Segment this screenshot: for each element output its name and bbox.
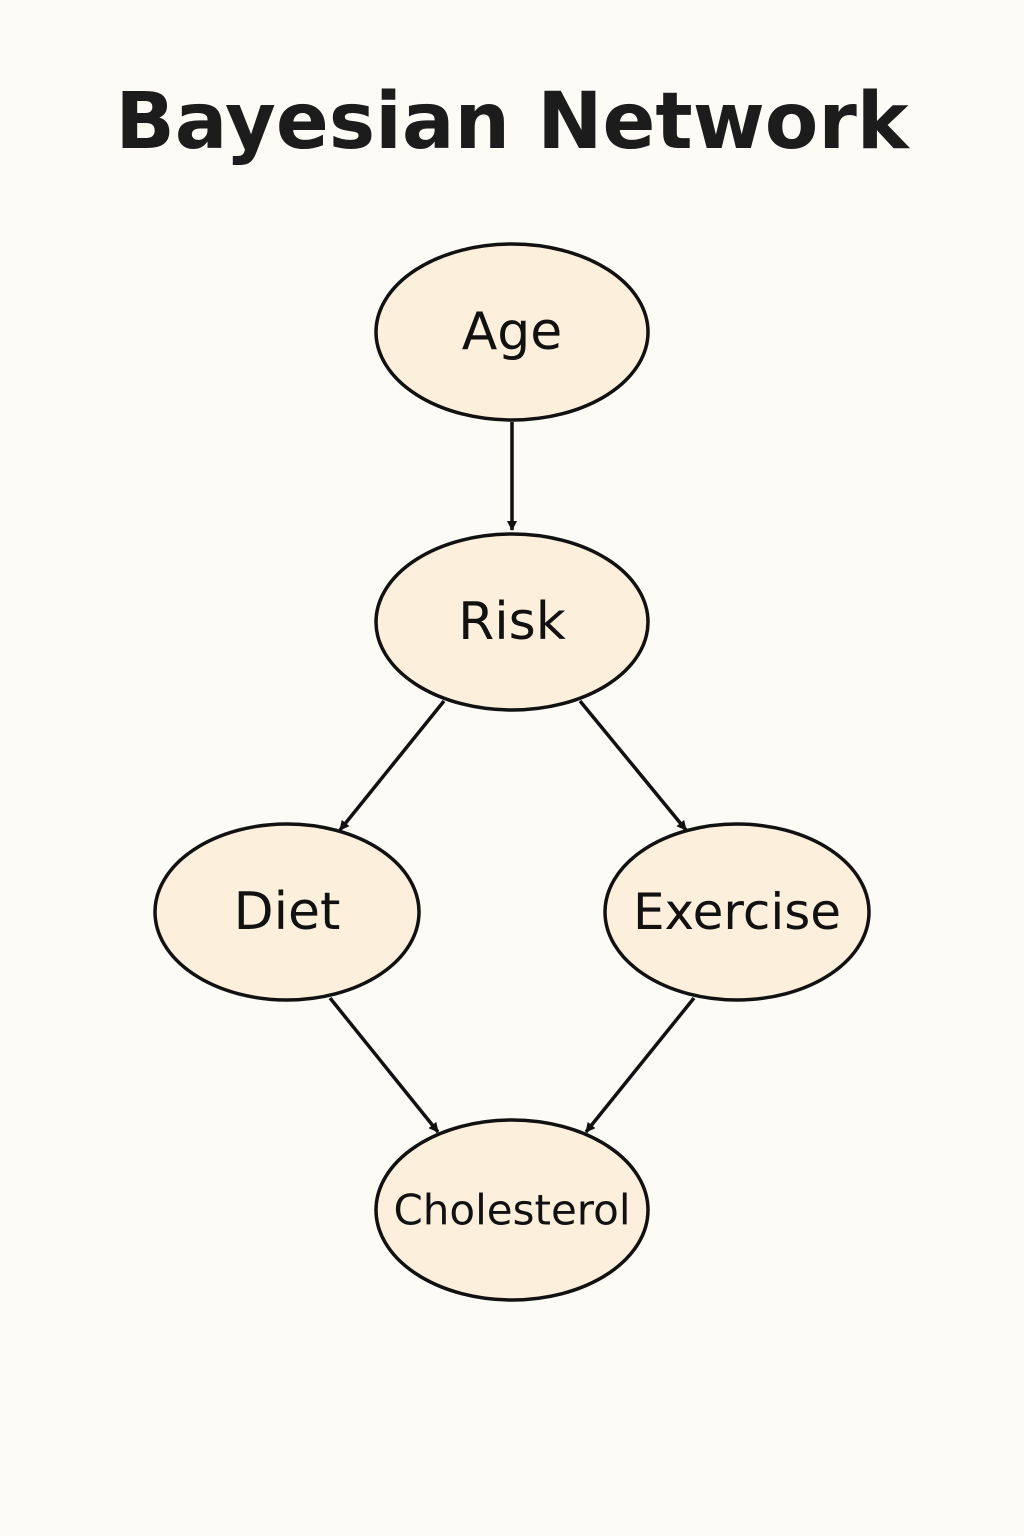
nodes-layer: Age Risk Diet Exercise Cholesterol bbox=[153, 242, 871, 1302]
node-age: Age bbox=[374, 242, 650, 422]
edge-risk-to-exercise bbox=[578, 699, 688, 832]
node-age-label: Age bbox=[462, 302, 563, 362]
node-exercise-shape bbox=[603, 822, 871, 1002]
edge-diet-to-cholesterol bbox=[328, 996, 440, 1134]
node-exercise-label: Exercise bbox=[633, 883, 841, 941]
node-risk-label: Risk bbox=[458, 592, 566, 652]
edge-risk-to-diet bbox=[338, 699, 446, 832]
edge-exercise-to-cholesterol bbox=[584, 996, 696, 1134]
node-cholesterol-label: Cholesterol bbox=[393, 1186, 630, 1235]
node-age-shape bbox=[374, 242, 650, 422]
node-exercise: Exercise bbox=[603, 822, 871, 1002]
node-cholesterol-shape bbox=[374, 1118, 650, 1302]
node-diet-label: Diet bbox=[234, 882, 341, 942]
node-diet-shape bbox=[153, 822, 421, 1002]
node-diet: Diet bbox=[153, 822, 421, 1002]
edges-layer bbox=[328, 422, 696, 1134]
page-title: Bayesian Network bbox=[115, 77, 909, 167]
node-risk: Risk bbox=[374, 532, 650, 712]
node-risk-shape bbox=[374, 532, 650, 712]
node-cholesterol: Cholesterol bbox=[374, 1118, 650, 1302]
